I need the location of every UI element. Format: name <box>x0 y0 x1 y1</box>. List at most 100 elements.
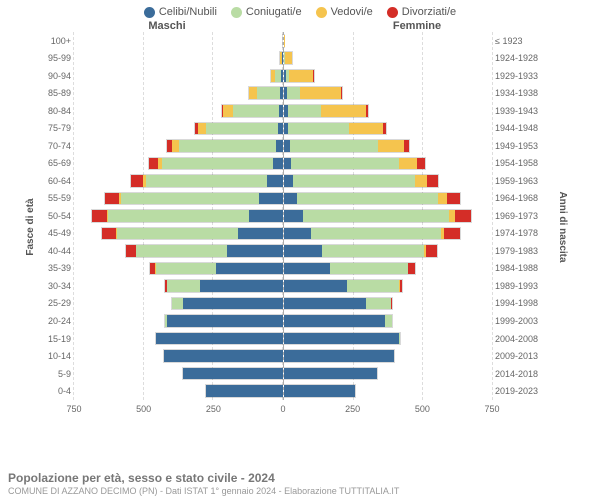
bar-segment-divorced <box>404 140 409 152</box>
pyramid-row: 50-541969-1973 <box>42 207 542 225</box>
bar-segment-single <box>280 87 282 99</box>
birth-label: 1954-1958 <box>492 158 542 168</box>
legend-swatch <box>387 7 398 18</box>
female-bar <box>284 244 439 258</box>
bar-segment-widowed <box>289 70 313 82</box>
pyramid-row: 75-791944-1948 <box>42 120 542 138</box>
bar-segment-single <box>164 350 283 362</box>
pyramid-row: 80-841939-1943 <box>42 102 542 120</box>
bar-segment-divorced <box>131 175 142 187</box>
bar-segment-divorced <box>341 87 342 99</box>
pyramid-row: 40-441979-1983 <box>42 242 542 260</box>
female-bar <box>284 332 401 346</box>
male-bar <box>91 209 283 223</box>
female-half <box>284 85 493 103</box>
bar-segment-married <box>206 123 277 135</box>
male-half <box>74 137 284 155</box>
bar-segment-married <box>121 193 259 205</box>
male-half <box>74 207 284 225</box>
bar-segment-married <box>136 245 227 257</box>
bar-segment-single <box>284 263 331 275</box>
bar-segment-single <box>279 105 282 117</box>
chart-footer: Popolazione per età, sesso e stato civil… <box>8 471 592 496</box>
age-label: 40-44 <box>42 246 74 256</box>
male-bar <box>166 139 283 153</box>
x-tick: 750 <box>66 404 81 414</box>
bar-segment-single <box>227 245 282 257</box>
bar-segment-married <box>172 298 183 310</box>
female-bar <box>284 227 461 241</box>
bar-segment-single <box>200 280 283 292</box>
bar-segment-single <box>267 175 282 187</box>
bar-segment-divorced <box>105 193 119 205</box>
female-bar <box>284 51 294 65</box>
bar-segment-married <box>322 245 424 257</box>
age-label: 90-94 <box>42 71 74 81</box>
bar-segment-single <box>238 228 282 240</box>
bar-segment-widowed <box>399 158 417 170</box>
legend-label: Celibi/Nubili <box>159 6 217 18</box>
age-label: 55-59 <box>42 193 74 203</box>
bar-segment-single <box>216 263 282 275</box>
bar-segment-married <box>146 175 268 187</box>
legend: Celibi/NubiliConiugati/eVedovi/eDivorzia… <box>0 0 600 20</box>
legend-label: Divorziati/e <box>402 6 456 18</box>
female-bar <box>284 192 462 206</box>
legend-label: Vedovi/e <box>331 6 373 18</box>
age-label: 20-24 <box>42 316 74 326</box>
male-bar <box>125 244 283 258</box>
male-bar <box>149 262 283 276</box>
female-half <box>284 120 493 138</box>
bar-segment-single <box>249 210 282 222</box>
age-label: 70-74 <box>42 141 74 151</box>
bar-segment-married <box>162 158 272 170</box>
bar-segment-single <box>273 158 283 170</box>
male-half <box>74 225 284 243</box>
female-bar <box>284 209 472 223</box>
birth-label: 1984-1988 <box>492 263 542 273</box>
age-label: 75-79 <box>42 123 74 133</box>
female-half <box>284 155 493 173</box>
male-bar <box>155 332 283 346</box>
x-tick: 750 <box>484 404 499 414</box>
age-label: 45-49 <box>42 228 74 238</box>
female-half <box>284 277 493 295</box>
female-bar <box>284 139 410 153</box>
bar-segment-single <box>284 280 347 292</box>
age-label: 25-29 <box>42 298 74 308</box>
pyramid-row: 25-29 1994-1998 <box>42 295 542 313</box>
male-bar <box>182 367 282 381</box>
female-half <box>284 32 493 50</box>
bar-segment-married <box>297 193 438 205</box>
pyramid-row: 5-92014-2018 <box>42 365 542 383</box>
bar-segment-married <box>108 210 249 222</box>
bar-segment-divorced <box>383 123 386 135</box>
bar-segment-widowed <box>249 87 257 99</box>
birth-label: 1939-1943 <box>492 106 542 116</box>
female-bar <box>284 384 356 398</box>
pyramid-row: 100+≤ 1923 <box>42 32 542 50</box>
bar-segment-widowed <box>378 140 404 152</box>
bar-segment-widowed <box>321 105 366 117</box>
birth-label: 2009-2013 <box>492 351 542 361</box>
bar-segment-widowed <box>300 87 341 99</box>
male-bar <box>221 104 283 118</box>
male-half <box>74 85 284 103</box>
bar-segment-single <box>284 385 355 397</box>
bar-segment-divorced <box>426 245 437 257</box>
male-bar <box>104 192 283 206</box>
female-bar <box>284 349 395 363</box>
age-label: 65-69 <box>42 158 74 168</box>
pyramid-row: 30-341989-1993 <box>42 277 542 295</box>
birth-label: 1994-1998 <box>492 298 542 308</box>
female-bar <box>284 297 393 311</box>
age-label: 100+ <box>42 36 74 46</box>
bar-segment-single <box>284 175 294 187</box>
bar-segment-married <box>167 280 200 292</box>
female-bar <box>284 174 439 188</box>
male-half <box>74 312 284 330</box>
female-bar <box>284 314 394 328</box>
bar-segment-married <box>290 140 378 152</box>
female-half <box>284 225 493 243</box>
legend-item: Vedovi/e <box>316 6 373 18</box>
